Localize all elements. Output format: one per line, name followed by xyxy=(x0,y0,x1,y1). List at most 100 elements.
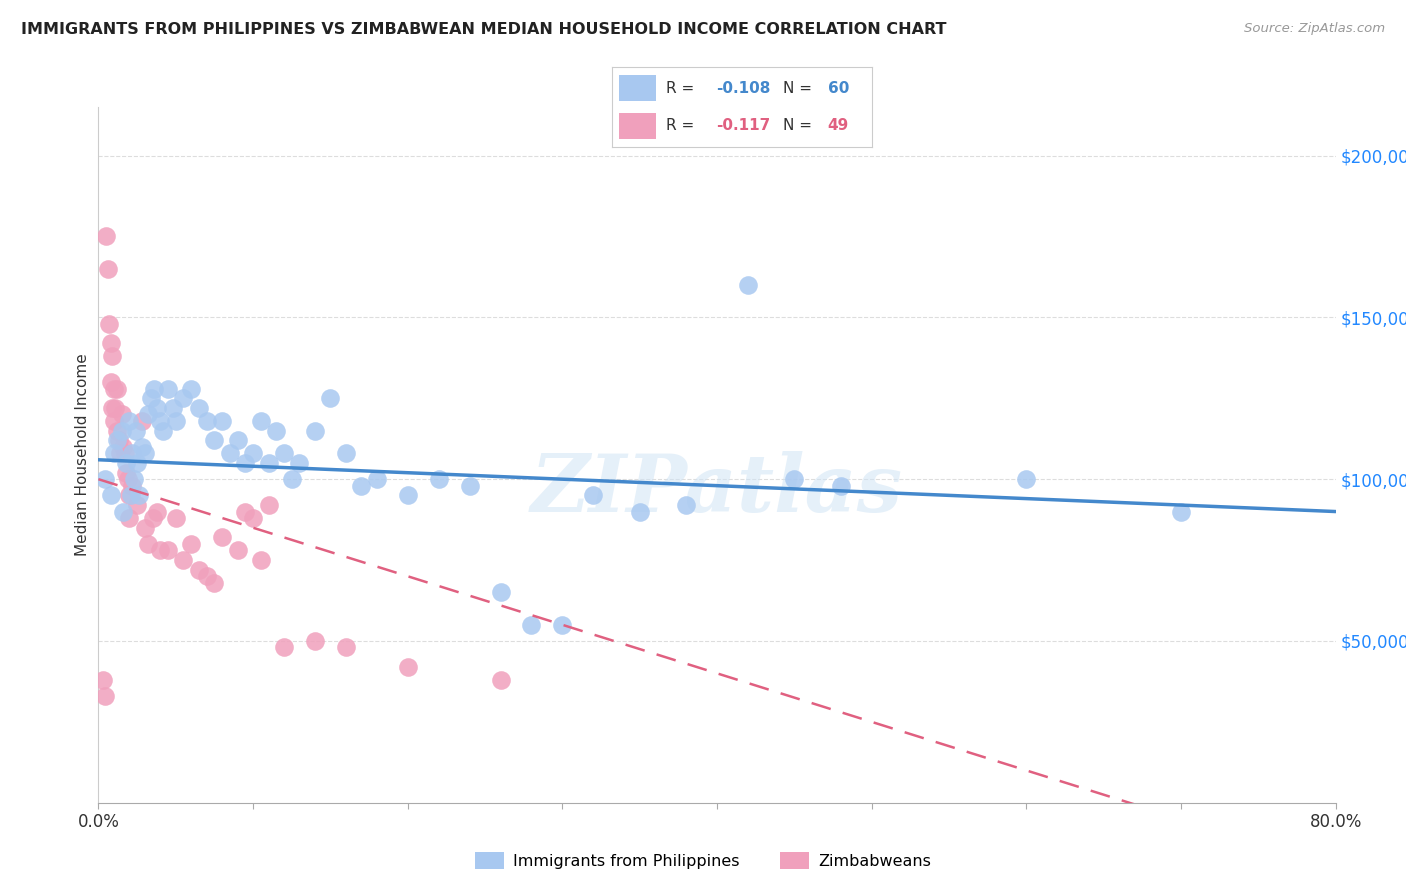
Point xyxy=(172,553,194,567)
Point xyxy=(91,673,114,687)
Point xyxy=(335,640,357,655)
Point xyxy=(427,472,450,486)
Point xyxy=(162,401,184,415)
Text: ZIPatlas: ZIPatlas xyxy=(531,451,903,528)
Point xyxy=(131,440,153,454)
Point xyxy=(131,414,153,428)
Point xyxy=(117,472,139,486)
Point xyxy=(118,511,141,525)
Point xyxy=(219,446,242,460)
Point xyxy=(211,414,233,428)
Point xyxy=(103,414,125,428)
Point xyxy=(304,424,326,438)
Point xyxy=(93,689,115,703)
Point xyxy=(188,563,211,577)
Point xyxy=(115,466,138,480)
Point xyxy=(103,446,125,460)
Point xyxy=(146,504,169,518)
Point xyxy=(120,488,142,502)
Point xyxy=(128,488,150,502)
Text: -0.117: -0.117 xyxy=(716,119,770,134)
Point xyxy=(118,414,141,428)
Bar xyxy=(620,112,655,139)
Point xyxy=(114,446,136,460)
Text: N =: N = xyxy=(783,119,817,134)
Point xyxy=(105,424,128,438)
Point xyxy=(118,488,141,502)
Point xyxy=(100,488,122,502)
Point xyxy=(1015,472,1038,486)
Y-axis label: Median Household Income: Median Household Income xyxy=(75,353,90,557)
Point xyxy=(489,673,512,687)
Point xyxy=(93,472,115,486)
Point xyxy=(97,261,120,276)
Point xyxy=(127,456,149,470)
Legend: Immigrants from Philippines, Zimbabweans: Immigrants from Philippines, Zimbabweans xyxy=(468,846,938,875)
Point xyxy=(180,382,202,396)
Point xyxy=(489,585,512,599)
Bar xyxy=(620,75,655,102)
Point xyxy=(582,488,605,502)
Point xyxy=(242,511,264,525)
Point xyxy=(115,456,138,470)
Point xyxy=(139,392,162,406)
Point xyxy=(165,511,187,525)
Point xyxy=(157,382,180,396)
Point xyxy=(242,446,264,460)
Point xyxy=(107,434,129,448)
Point xyxy=(141,511,165,525)
Text: 49: 49 xyxy=(828,119,849,134)
Point xyxy=(105,382,128,396)
Point xyxy=(157,543,180,558)
Point xyxy=(195,569,218,583)
Text: IMMIGRANTS FROM PHILIPPINES VS ZIMBABWEAN MEDIAN HOUSEHOLD INCOME CORRELATION CH: IMMIGRANTS FROM PHILIPPINES VS ZIMBABWEA… xyxy=(21,22,946,37)
Point xyxy=(226,434,249,448)
Point xyxy=(122,472,145,486)
Text: R =: R = xyxy=(666,119,699,134)
Point xyxy=(136,537,159,551)
Point xyxy=(226,543,249,558)
Point xyxy=(366,472,388,486)
Point xyxy=(96,229,118,244)
Point xyxy=(211,531,233,545)
Point xyxy=(737,278,759,293)
Point xyxy=(1170,504,1192,518)
Point xyxy=(628,504,651,518)
Point xyxy=(250,414,273,428)
Point xyxy=(121,446,143,460)
Point xyxy=(180,537,202,551)
Point xyxy=(146,401,169,415)
Point xyxy=(104,401,127,415)
Point xyxy=(112,440,135,454)
Point xyxy=(152,424,174,438)
Point xyxy=(105,434,128,448)
Point xyxy=(136,408,159,422)
Point xyxy=(195,414,218,428)
Point xyxy=(165,414,187,428)
Text: N =: N = xyxy=(783,80,817,95)
Point xyxy=(273,446,295,460)
Point xyxy=(551,617,574,632)
Point xyxy=(233,456,257,470)
Text: -0.108: -0.108 xyxy=(716,80,770,95)
Point xyxy=(250,553,273,567)
Point xyxy=(273,640,295,655)
Text: 60: 60 xyxy=(828,80,849,95)
Text: R =: R = xyxy=(666,80,699,95)
Point xyxy=(396,660,419,674)
Point xyxy=(108,446,131,460)
Point xyxy=(233,504,257,518)
Point xyxy=(396,488,419,502)
Point xyxy=(783,472,806,486)
Point xyxy=(101,401,124,415)
Point xyxy=(124,424,146,438)
Point xyxy=(281,472,304,486)
Point xyxy=(112,504,135,518)
Point xyxy=(264,424,288,438)
Point xyxy=(520,617,543,632)
Point xyxy=(204,434,226,448)
Point xyxy=(149,414,172,428)
Point xyxy=(103,382,125,396)
Point xyxy=(100,336,122,351)
Point xyxy=(288,456,311,470)
